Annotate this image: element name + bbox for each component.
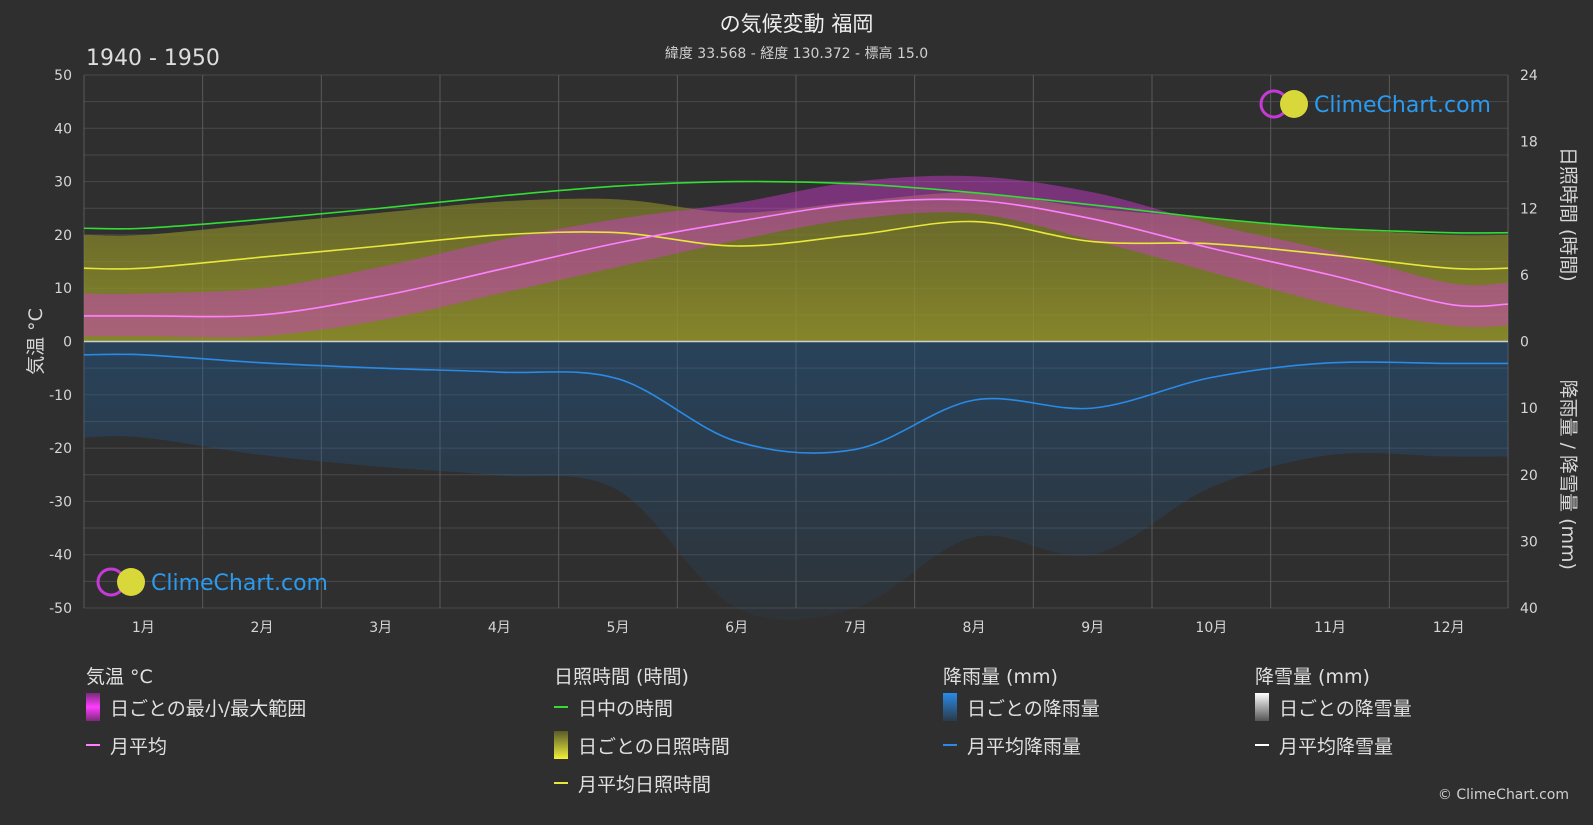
- right-bottom-tick-label: 10: [1520, 401, 1538, 417]
- month-tick-label: 9月: [1081, 620, 1104, 636]
- month-tick-label: 2月: [251, 620, 274, 636]
- month-tick-label: 10月: [1195, 620, 1227, 636]
- legend-rain-daily: 日ごとの降雨量: [943, 688, 1100, 726]
- temp-range-band: [84, 175, 1508, 338]
- left-tick-label: -30: [49, 494, 72, 510]
- right-top-tick-label: 12: [1520, 201, 1538, 217]
- rain-area: [84, 341, 1508, 620]
- sun-daily-swatch: [554, 731, 568, 759]
- daylight-swatch: [554, 706, 568, 708]
- watermark-text: ClimeChart.com: [1314, 93, 1491, 118]
- watermark-top: ClimeChart.com: [1259, 89, 1491, 119]
- month-tick-label: 12月: [1433, 620, 1465, 636]
- month-tick-label: 1月: [132, 620, 155, 636]
- month-tick-label: 5月: [607, 620, 630, 636]
- chart-title: の気候変動 福岡: [719, 12, 874, 36]
- left-tick-label: -10: [49, 388, 72, 404]
- legend-sun-daily-label: 日ごとの日照時間: [578, 735, 730, 758]
- month-tick-label: 11月: [1314, 620, 1346, 636]
- legend-snow-avg-label: 月平均降雪量: [1279, 735, 1394, 758]
- legend-rain-daily-label: 日ごとの降雨量: [967, 697, 1100, 720]
- left-tick-label: 40: [54, 121, 72, 137]
- watermark-bottom: ClimeChart.com: [96, 567, 328, 597]
- legend-sunshine: 日照時間 (時間) 日中の時間 日ごとの日照時間 月平均日照時間: [554, 662, 730, 802]
- sun-avg-swatch: [554, 782, 568, 784]
- snow-daily-swatch: [1255, 693, 1269, 721]
- data-lines: [83, 180, 1509, 454]
- legend-sun-title: 日照時間 (時間): [554, 666, 689, 688]
- month-tick-label: 6月: [725, 620, 748, 636]
- watermark-text: ClimeChart.com: [151, 571, 328, 596]
- legend-sun-avg-label: 月平均日照時間: [578, 773, 712, 796]
- sunshine-area: [84, 192, 1508, 342]
- axes: 50 40 30 20 10 0 -10 -20 -30 -40 -50 24 18 12 6 0 10 20 30…: [25, 68, 1579, 636]
- chart-subtitle: 緯度 33.568 - 経度 130.372 - 標高 15.0: [664, 46, 929, 62]
- legend-daylight: 日中の時間: [554, 688, 730, 726]
- right-top-tick-label: 18: [1520, 135, 1538, 151]
- legend-temp-avg: 月平均: [86, 726, 306, 764]
- month-tick-label: 8月: [963, 620, 986, 636]
- legend-rain: 降雨量 (mm) 日ごとの降雨量 月平均降雨量: [943, 662, 1100, 764]
- right-bottom-tick-label: 40: [1520, 601, 1538, 617]
- left-tick-label: 20: [54, 228, 72, 244]
- legend-sun-avg: 月平均日照時間: [554, 764, 730, 802]
- left-tick-label: -50: [49, 601, 72, 617]
- right-top-tick-label: 0: [1520, 335, 1529, 351]
- left-tick-label: 10: [54, 281, 72, 297]
- legend-temp-avg-label: 月平均: [110, 735, 168, 758]
- right-bottom-axis-title: 降雨量 / 降雪量 (mm): [1557, 380, 1579, 570]
- month-tick-label: 3月: [369, 620, 392, 636]
- legend-temperature: 気温 °C 日ごとの最小/最大範囲 月平均: [86, 662, 306, 764]
- logo-sun-icon: [117, 568, 145, 596]
- daylight-line: [83, 180, 1509, 234]
- legend-snow-avg: 月平均降雪量: [1255, 726, 1412, 764]
- rain-daily-swatch: [943, 693, 957, 721]
- legend-daylight-label: 日中の時間: [578, 697, 674, 720]
- watermarks: ClimeChart.com ClimeChart.com: [96, 89, 1491, 597]
- right-top-tick-label: 24: [1520, 68, 1538, 84]
- left-axis-title: 気温 °C: [25, 308, 47, 375]
- data-areas: [84, 175, 1508, 620]
- rain-avg-line: [83, 353, 1509, 454]
- logo-sun-icon: [1280, 90, 1308, 118]
- legend-snow-daily-label: 日ごとの降雪量: [1279, 697, 1412, 720]
- right-bottom-tick-label: 30: [1520, 534, 1538, 550]
- legend-snow-daily: 日ごとの降雪量: [1255, 688, 1412, 726]
- left-tick-label: 50: [54, 68, 72, 84]
- legend-rain-title: 降雨量 (mm): [943, 666, 1058, 688]
- period-label: 1940 - 1950: [86, 46, 220, 71]
- temp-avg-line: [83, 198, 1509, 318]
- legend-temp-range-label: 日ごとの最小/最大範囲: [110, 697, 307, 720]
- legend-snow: 降雪量 (mm) 日ごとの降雪量 月平均降雪量: [1255, 662, 1412, 764]
- copyright: © ClimeChart.com: [1437, 787, 1569, 803]
- climate-chart: 50 40 30 20 10 0 -10 -20 -30 -40 -50 24 18 12 6 0 10 20 30…: [25, 68, 1579, 636]
- month-tick-label: 7月: [844, 620, 867, 636]
- right-top-axis-title: 日照時間 (時間): [1557, 147, 1579, 282]
- left-tick-label: -20: [49, 441, 72, 457]
- left-tick-label: 30: [54, 175, 72, 191]
- right-bottom-tick-label: 20: [1520, 468, 1538, 484]
- rain-avg-swatch: [943, 744, 957, 746]
- temp-avg-swatch: [86, 744, 100, 746]
- temp-range-swatch: [86, 693, 100, 721]
- legend-temp-title: 気温 °C: [86, 666, 153, 688]
- left-tick-label: 0: [63, 335, 72, 351]
- sunshine-avg-line: [83, 220, 1509, 270]
- right-top-tick-label: 6: [1520, 268, 1529, 284]
- legend-rain-avg: 月平均降雨量: [943, 726, 1100, 764]
- legend-sun-daily: 日ごとの日照時間: [554, 726, 730, 764]
- snow-avg-swatch: [1255, 744, 1269, 746]
- left-tick-label: -40: [49, 548, 72, 564]
- legend-rain-avg-label: 月平均降雨量: [967, 735, 1082, 758]
- legend-snow-title: 降雪量 (mm): [1255, 666, 1370, 688]
- month-tick-label: 4月: [488, 620, 511, 636]
- legend-temp-range: 日ごとの最小/最大範囲: [86, 688, 306, 726]
